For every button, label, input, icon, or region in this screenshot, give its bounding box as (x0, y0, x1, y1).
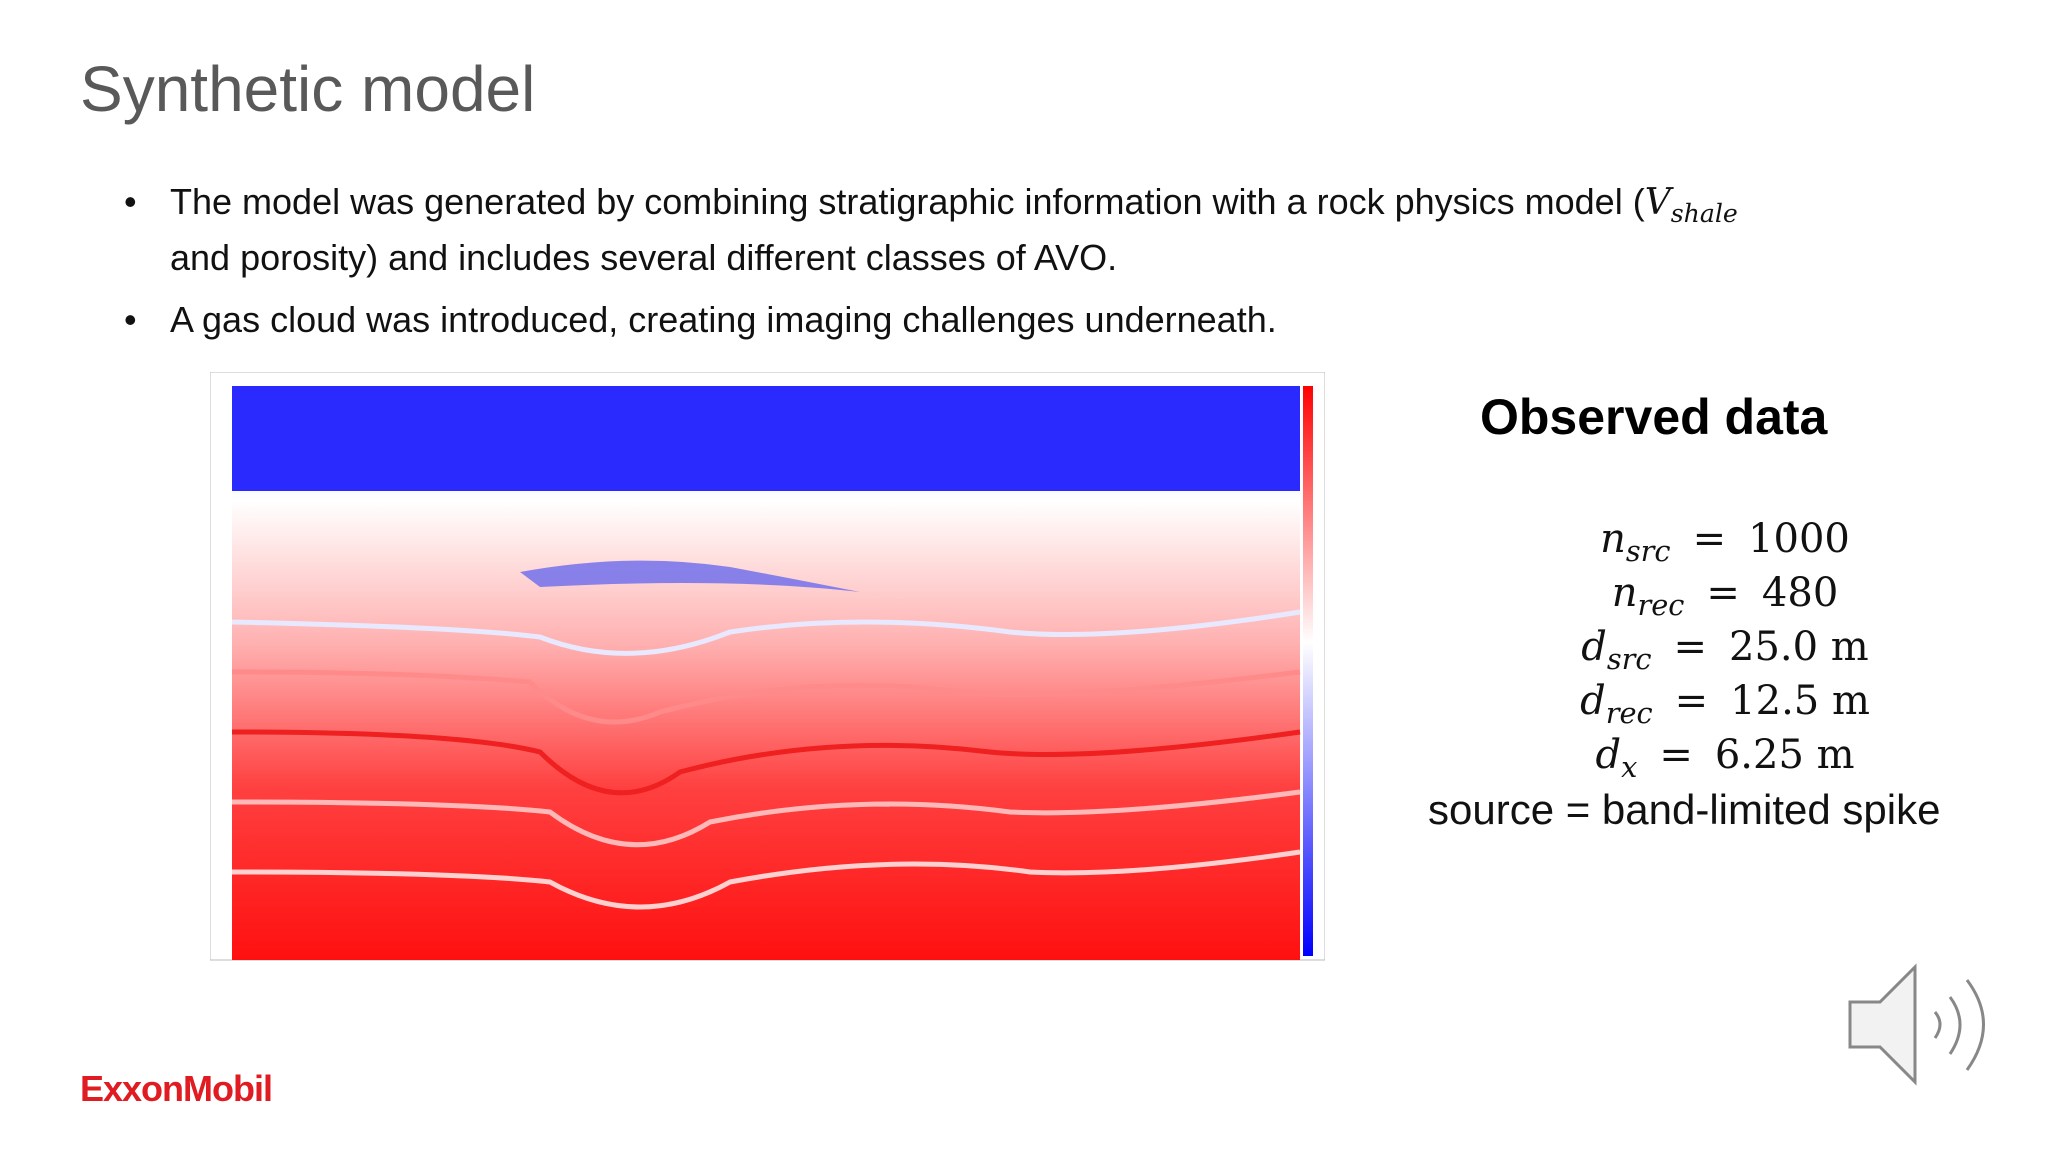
symbol: d (1580, 678, 1606, 724)
math-symbol: V (1644, 182, 1671, 223)
equation: dx = 6.25 m (1500, 728, 1950, 784)
sound-wave (1965, 979, 1985, 1071)
equation: nrec = 480 (1500, 566, 1950, 622)
math-subscript: shale (1670, 199, 1738, 229)
value: 25.0 m (1729, 624, 1869, 670)
relation: = (1706, 570, 1740, 616)
bullet-text: The model was generated by combining str… (170, 181, 1645, 222)
logo: ExxonMobil (80, 1068, 273, 1109)
colorbar (1303, 386, 1313, 956)
symbol: d (1595, 732, 1622, 778)
equation: nsrc = 1000 (1500, 512, 1950, 568)
subscript: src (1606, 642, 1652, 676)
reflectors (231, 609, 1301, 910)
bullet-text: and porosity) and includes several diffe… (170, 237, 1118, 279)
seismic-model-image (210, 372, 1325, 961)
sound-wave (1948, 996, 1962, 1055)
symbol: n (1600, 516, 1626, 562)
audio-icon[interactable] (1845, 962, 2005, 1092)
bullet-text: A gas cloud was introduced, creating ima… (170, 299, 1277, 341)
value: 6.25 m (1714, 732, 1855, 778)
relation: = (1674, 678, 1709, 724)
speaker-body (1848, 963, 1917, 1086)
bullet-list: The model was generated by combining str… (124, 180, 1924, 360)
panel-title: Observed data (1480, 389, 1828, 445)
subscript: x (1621, 750, 1638, 784)
water-layer (232, 386, 1300, 491)
relation: = (1673, 624, 1708, 670)
bullet: A gas cloud was introduced, creating ima… (124, 298, 1924, 342)
sound-wave (1933, 1011, 1942, 1039)
subscript: rec (1605, 696, 1653, 730)
gas-cloud (520, 560, 910, 602)
value: 480 (1761, 570, 1839, 616)
symbol: n (1611, 570, 1638, 616)
relation: = (1659, 732, 1693, 778)
source-text: source = band-limited spike (1428, 786, 1941, 833)
slide-title: Synthetic model (80, 53, 536, 125)
relation: = (1692, 516, 1727, 562)
math: Vshale (1644, 182, 1738, 228)
subscript: src (1625, 534, 1671, 568)
equation: drec = 12.5 m (1500, 674, 1950, 730)
symbol: d (1581, 624, 1607, 670)
bullet: The model was generated by combining str… (124, 180, 1924, 280)
equation: dsrc = 25.0 m (1500, 620, 1950, 676)
value: 1000 (1748, 516, 1850, 562)
value: 12.5 m (1730, 678, 1870, 724)
subscript: rec (1637, 588, 1685, 622)
